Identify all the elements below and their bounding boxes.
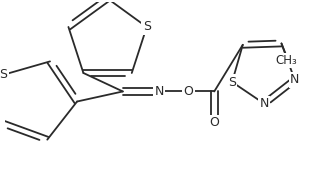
Text: S: S <box>228 76 236 89</box>
Text: S: S <box>0 68 7 81</box>
Text: N: N <box>155 85 164 98</box>
Text: S: S <box>143 20 151 33</box>
Text: N: N <box>290 73 299 86</box>
Text: CH₃: CH₃ <box>276 54 297 67</box>
Text: N: N <box>259 97 269 110</box>
Text: O: O <box>183 85 193 98</box>
Text: O: O <box>209 116 219 129</box>
